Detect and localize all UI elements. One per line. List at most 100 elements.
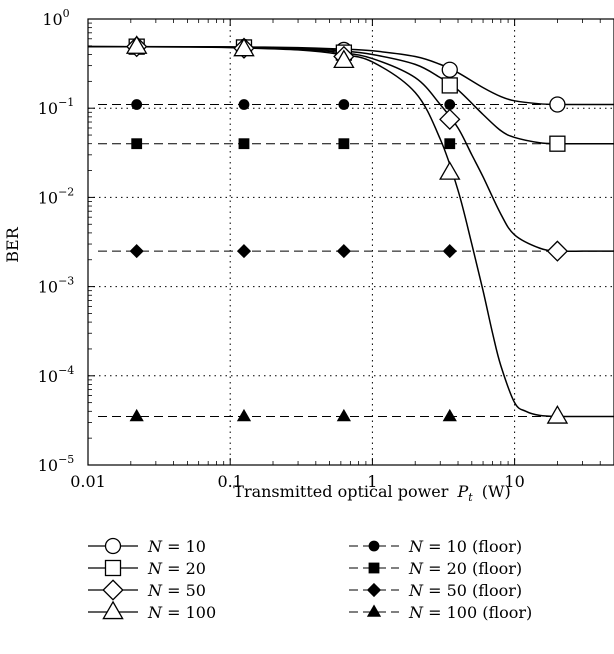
legend-item: N = 50 (88, 579, 206, 601)
legend-label: N = 50 (147, 581, 206, 600)
y-tick-base: 10 (38, 456, 58, 475)
legend-label-symbol: N (147, 537, 163, 556)
legend-marker (368, 540, 380, 552)
legend-label-text: = 100 (floor) (423, 603, 532, 622)
series-4-point (546, 405, 569, 424)
legend-label: N = 100 (floor) (408, 603, 532, 622)
y-tick-label: 10−1 (38, 96, 75, 118)
legend-label-symbol: N (147, 603, 163, 622)
legend-marker (366, 582, 382, 598)
legend-label-symbol: N (408, 537, 424, 556)
legend-label-text: = 50 (162, 581, 206, 600)
legend-label-text: = 20 (162, 559, 206, 578)
y-tick-label: 10−4 (38, 364, 75, 386)
legend-marker (104, 537, 122, 555)
legend-label-text: = 10 (162, 537, 206, 556)
series-4-curve (87, 45, 614, 418)
legend-label-symbol: N (147, 559, 163, 578)
legend-label: N = 20 (floor) (408, 559, 522, 578)
y-tick-label: 10−3 (38, 275, 75, 297)
y-tick-exponent: 0 (63, 7, 70, 20)
legend-label-symbol: N (408, 581, 424, 600)
series-8-point (442, 408, 457, 422)
series-3-point (439, 108, 461, 131)
y-tick-exponent: −3 (58, 275, 74, 288)
y-tick-base: 10 (38, 278, 58, 297)
y-tick-label: 100 (42, 7, 69, 29)
series-3-curve (87, 45, 614, 253)
legend-label: N = 10 (floor) (408, 537, 522, 556)
series-7-point (336, 244, 351, 259)
series-6-point (238, 138, 250, 150)
legend-item: N = 10 (88, 537, 206, 556)
series-1-point (441, 61, 458, 78)
series-6-point (338, 138, 350, 150)
y-axis-label: BER (3, 226, 22, 262)
legend-label-text: = 10 (floor) (423, 537, 522, 556)
legend-marker (102, 579, 124, 601)
series-6-point (444, 138, 456, 150)
y-tick-base: 10 (38, 99, 58, 118)
series-2-curve (87, 45, 614, 145)
series-8-point (129, 408, 144, 422)
x-tick-label: 1 (367, 472, 377, 491)
y-tick-exponent: −2 (58, 185, 74, 198)
legend-marker (104, 559, 122, 577)
legend-label: N = 10 (147, 537, 206, 556)
axis-ticks (87, 18, 601, 466)
series-4-point (125, 35, 148, 54)
series-6-point (131, 138, 143, 150)
y-tick-base: 10 (38, 188, 58, 207)
legend-item: N = 20 (88, 559, 206, 578)
grid (88, 19, 614, 465)
x-tick-label: 0.01 (70, 472, 106, 491)
legend-label: N = 100 (147, 603, 216, 622)
ber-curves (87, 45, 614, 418)
legend-label: N = 20 (147, 559, 206, 578)
x-axis-label: Transmitted optical power Pt (W) (233, 482, 510, 505)
y-tick-label: 10−5 (38, 453, 75, 475)
y-tick-exponent: −1 (58, 96, 74, 109)
series-7-point (442, 244, 457, 259)
legend-item: N = 10 (floor) (349, 537, 522, 556)
series-1-point (549, 96, 566, 113)
y-tick-base: 10 (38, 367, 58, 386)
legend-marker (368, 562, 380, 574)
legend-item: N = 100 (88, 600, 216, 622)
legend-marker (366, 604, 382, 617)
x-axis-label-text: Transmitted optical power (233, 482, 448, 501)
legend-label-symbol: N (408, 559, 424, 578)
series-4-point (439, 161, 461, 180)
x-axis-label-unit: (W) (482, 482, 511, 501)
series-5-point (131, 99, 143, 110)
series-4-point (333, 49, 355, 69)
legend-label: N = 50 (floor) (408, 581, 522, 600)
legend-item: N = 100 (floor) (349, 603, 532, 622)
data-markers (125, 35, 569, 424)
series-2-point (549, 135, 566, 152)
legend-item: N = 50 (floor) (349, 581, 522, 600)
series-7-point (129, 244, 144, 259)
legend-label-text: = 20 (floor) (423, 559, 522, 578)
x-axis-label-subscript: t (468, 491, 473, 504)
series-8-point (336, 408, 351, 422)
series-2-point (441, 77, 458, 94)
legend-label-text: = 100 (162, 603, 216, 622)
legend-label-symbol: N (147, 581, 163, 600)
series-5-point (238, 99, 250, 110)
series-5-point (338, 99, 350, 110)
series-8-point (236, 408, 252, 422)
series-4-point (233, 37, 255, 57)
y-tick-exponent: −5 (58, 453, 74, 466)
legend-label-symbol: N (408, 603, 424, 622)
series-7-point (236, 244, 252, 259)
x-tick-label: 0.1 (217, 472, 242, 491)
x-axis-label-symbol: P (457, 482, 469, 501)
y-tick-base: 10 (42, 10, 62, 29)
series-5-point (444, 99, 456, 110)
series-3-point (546, 240, 569, 262)
y-tick-exponent: −4 (58, 364, 74, 377)
